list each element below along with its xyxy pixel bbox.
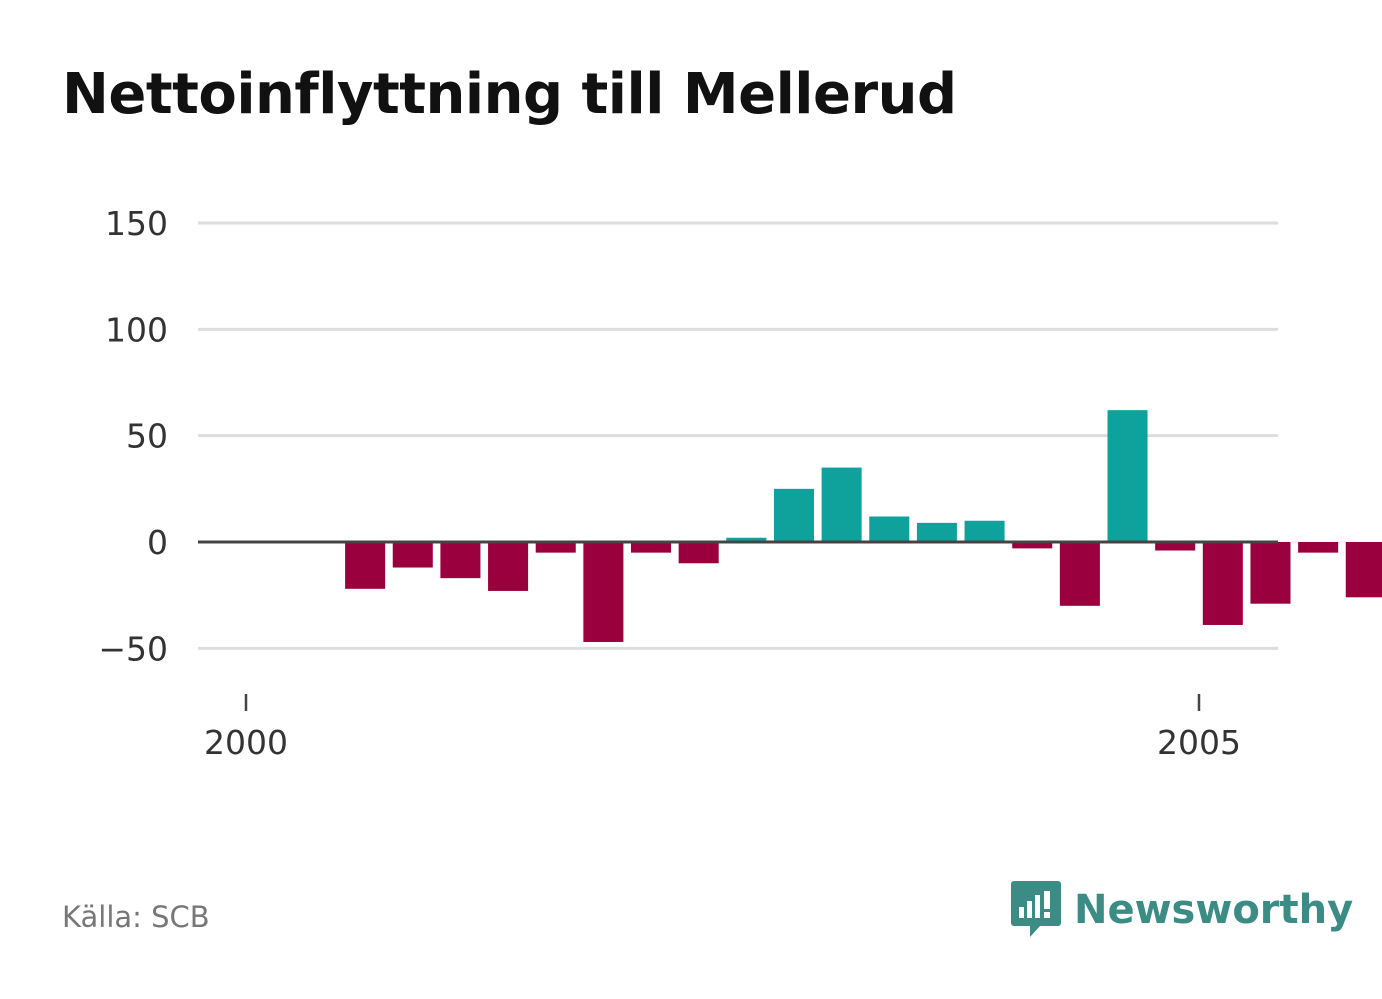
bar (535, 542, 576, 553)
gridlines (198, 221, 1278, 650)
brand-logo[interactable]: Newsworthy (1010, 878, 1353, 942)
y-tick-label: 0 (147, 523, 168, 562)
y-tick-label: −50 (98, 629, 168, 668)
y-axis-labels: 150 100 50 0 −50 (98, 204, 168, 668)
bar (1202, 542, 1243, 625)
bar (916, 522, 957, 543)
chart-title: Nettoinflyttning till Mellerud (62, 62, 957, 127)
source-note: Källa: SCB (62, 900, 210, 934)
x-axis-labels: 200020052010201520202025 (204, 694, 1241, 762)
bar (392, 542, 433, 568)
bar (440, 542, 481, 579)
bar (1012, 542, 1053, 549)
bars (345, 410, 1382, 642)
bar (583, 542, 624, 642)
brand-name: Newsworthy (1074, 887, 1354, 933)
bar (1345, 542, 1382, 598)
bar (964, 520, 1005, 543)
bar (1298, 542, 1339, 553)
bar (821, 467, 862, 543)
bar (1107, 410, 1148, 543)
bar (345, 542, 386, 589)
bar (678, 542, 719, 564)
bar (869, 516, 910, 543)
bar (726, 537, 767, 543)
bar (1059, 542, 1100, 606)
bar (773, 488, 814, 543)
y-tick-label: 100 (105, 310, 168, 349)
newsworthy-logo-icon (1011, 881, 1061, 937)
bar (488, 542, 529, 591)
x-tick-label: 2000 (204, 723, 288, 762)
x-tick-label: 2005 (1157, 723, 1241, 762)
bar (631, 542, 672, 553)
y-tick-label: 50 (126, 417, 168, 456)
y-tick-label: 150 (105, 204, 168, 243)
bar (1155, 542, 1196, 551)
bar (1250, 542, 1291, 604)
